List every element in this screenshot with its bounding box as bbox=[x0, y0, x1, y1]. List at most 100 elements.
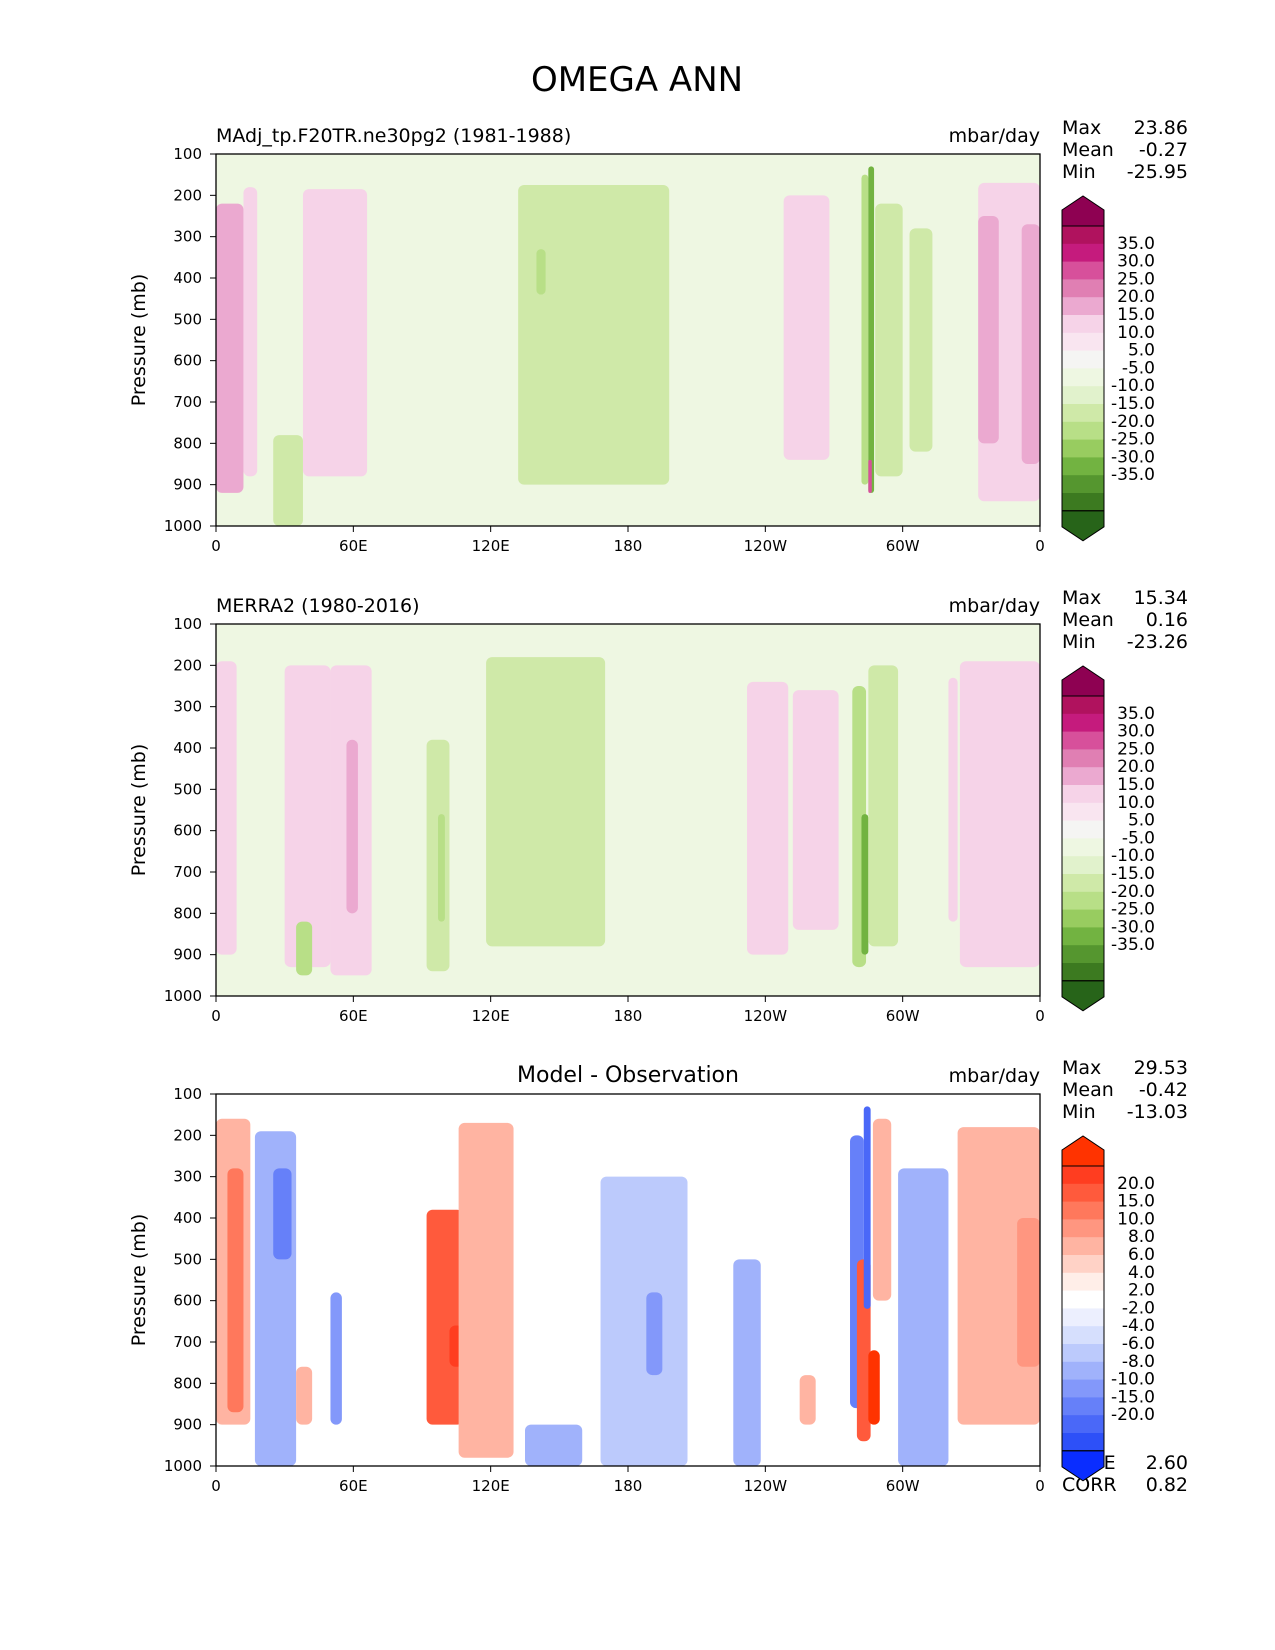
contour-region bbox=[346, 739, 358, 914]
colorbar-label: -35.0 bbox=[1111, 465, 1155, 485]
stat-label: Mean bbox=[1062, 1079, 1114, 1101]
contour-region bbox=[909, 228, 933, 452]
colorbar-label: -30.0 bbox=[1111, 917, 1155, 937]
contour-region bbox=[296, 1366, 313, 1425]
contour-region bbox=[426, 1209, 464, 1425]
contour-region bbox=[216, 203, 244, 493]
colorbar-swatch bbox=[1062, 1237, 1104, 1256]
colorbar-label: 15.0 bbox=[1117, 1192, 1155, 1212]
stat-label: Max bbox=[1062, 1057, 1101, 1079]
colorbar-swatch bbox=[1062, 856, 1104, 875]
x-tick-label: 120E bbox=[472, 1007, 510, 1025]
y-tick-label: 600 bbox=[173, 352, 202, 370]
y-tick-label: 400 bbox=[173, 1209, 202, 1227]
y-tick-label: 900 bbox=[173, 476, 202, 494]
contour-layer bbox=[216, 166, 1040, 526]
contour-region bbox=[273, 1168, 292, 1260]
colorbar-label: -20.0 bbox=[1111, 412, 1155, 432]
colorbar-label: 10.0 bbox=[1117, 1209, 1155, 1229]
colorbar-swatch bbox=[1062, 731, 1104, 750]
metric-value: 2.60 bbox=[1146, 1452, 1188, 1474]
y-tick-label: 400 bbox=[173, 269, 202, 287]
colorbar-swatch bbox=[1062, 713, 1104, 732]
colorbar-swatch bbox=[1062, 909, 1104, 928]
colorbar-swatch bbox=[1062, 315, 1104, 334]
colorbar-swatch bbox=[1062, 1415, 1104, 1434]
panel-observation: 100 200 300 400 500 600 700 800 900 1000 0 60E 120E 1… bbox=[128, 587, 1188, 1025]
contour-layer bbox=[216, 1106, 1040, 1466]
stat-label: Max bbox=[1062, 117, 1101, 139]
colorbar-swatch bbox=[1062, 1166, 1104, 1185]
contour-region bbox=[330, 1292, 342, 1425]
y-tick-label: 800 bbox=[173, 1374, 202, 1392]
stat-value: -0.27 bbox=[1139, 139, 1188, 161]
x-tick-label: 0 bbox=[211, 537, 221, 555]
contour-region bbox=[216, 661, 237, 955]
colorbar-cap-top bbox=[1061, 195, 1105, 227]
x-tick-label: 60W bbox=[886, 537, 920, 555]
colorbar-swatch bbox=[1062, 927, 1104, 946]
colorbar-swatch bbox=[1062, 279, 1104, 298]
colorbar-swatch bbox=[1062, 963, 1104, 982]
y-tick-label: 500 bbox=[173, 780, 202, 798]
contour-region bbox=[872, 1118, 892, 1301]
stat-label: Max bbox=[1062, 587, 1101, 609]
colorbar-swatch bbox=[1062, 297, 1104, 316]
contour-region bbox=[875, 203, 903, 477]
colorbar-label: -10.0 bbox=[1111, 1370, 1155, 1390]
y-tick-label: 300 bbox=[173, 698, 202, 716]
y-tick-label: 200 bbox=[173, 1126, 202, 1144]
colorbar-label: 20.0 bbox=[1117, 757, 1155, 777]
colorbar-label: -25.0 bbox=[1111, 900, 1155, 920]
y-tick-label: 400 bbox=[173, 739, 202, 757]
y-tick-label: 900 bbox=[173, 946, 202, 964]
units-label: mbar/day bbox=[949, 1065, 1040, 1087]
colorbar-swatch bbox=[1062, 1379, 1104, 1398]
y-tick-label: 700 bbox=[173, 863, 202, 881]
stat-value: 23.86 bbox=[1134, 117, 1188, 139]
colorbar-label: -4.0 bbox=[1122, 1316, 1155, 1336]
x-tick-label: 180 bbox=[614, 537, 643, 555]
colorbar-swatch bbox=[1062, 261, 1104, 280]
colorbar-label: -5.0 bbox=[1122, 828, 1155, 848]
panel-title: MAdj_tp.F20TR.ne30pg2 (1981-1988) bbox=[216, 125, 571, 147]
y-tick-label: 500 bbox=[173, 1250, 202, 1268]
colorbar-label: 15.0 bbox=[1117, 775, 1155, 795]
contour-region bbox=[747, 681, 789, 955]
x-tick-label: 120W bbox=[744, 1007, 788, 1025]
y-axis-label: Pressure (mb) bbox=[128, 274, 150, 407]
colorbar-label: 30.0 bbox=[1117, 252, 1155, 272]
y-tick-label: 900 bbox=[173, 1416, 202, 1434]
contour-region bbox=[243, 187, 258, 477]
y-tick-label: 800 bbox=[173, 904, 202, 922]
colorbar-label: -20.0 bbox=[1111, 1405, 1155, 1425]
colorbar-swatch bbox=[1062, 945, 1104, 964]
stat-label: Mean bbox=[1062, 139, 1114, 161]
contour-layer bbox=[216, 657, 1040, 976]
colorbar-label: 10.0 bbox=[1117, 793, 1155, 813]
y-tick-label: 300 bbox=[173, 228, 202, 246]
colorbar-swatch bbox=[1062, 243, 1104, 262]
colorbar-frame bbox=[1061, 225, 1105, 512]
contour-region bbox=[227, 1168, 244, 1413]
colorbar-label: 20.0 bbox=[1117, 287, 1155, 307]
colorbar-cap-bottom bbox=[1061, 980, 1105, 1012]
stat-value: 15.34 bbox=[1134, 587, 1188, 609]
x-tick-label: 60E bbox=[339, 1477, 368, 1495]
contour-region bbox=[799, 1375, 816, 1425]
x-tick-label: 0 bbox=[1035, 1007, 1045, 1025]
colorbar-label: 5.0 bbox=[1128, 811, 1155, 831]
colorbar-label: 30.0 bbox=[1117, 722, 1155, 742]
colorbar-label: -6.0 bbox=[1122, 1334, 1155, 1354]
stat-value: -23.26 bbox=[1127, 631, 1188, 653]
colorbar-cap-bottom bbox=[1061, 510, 1105, 542]
contour-region bbox=[978, 216, 999, 444]
contour-region bbox=[948, 677, 958, 922]
colorbar-swatch bbox=[1062, 1308, 1104, 1327]
y-tick-label: 1000 bbox=[164, 987, 202, 1005]
x-tick-label: 0 bbox=[211, 1477, 221, 1495]
y-tick-label: 300 bbox=[173, 1168, 202, 1186]
y-axis-label: Pressure (mb) bbox=[128, 1214, 150, 1347]
colorbar-swatch bbox=[1062, 767, 1104, 786]
colorbar-label: -5.0 bbox=[1122, 358, 1155, 378]
